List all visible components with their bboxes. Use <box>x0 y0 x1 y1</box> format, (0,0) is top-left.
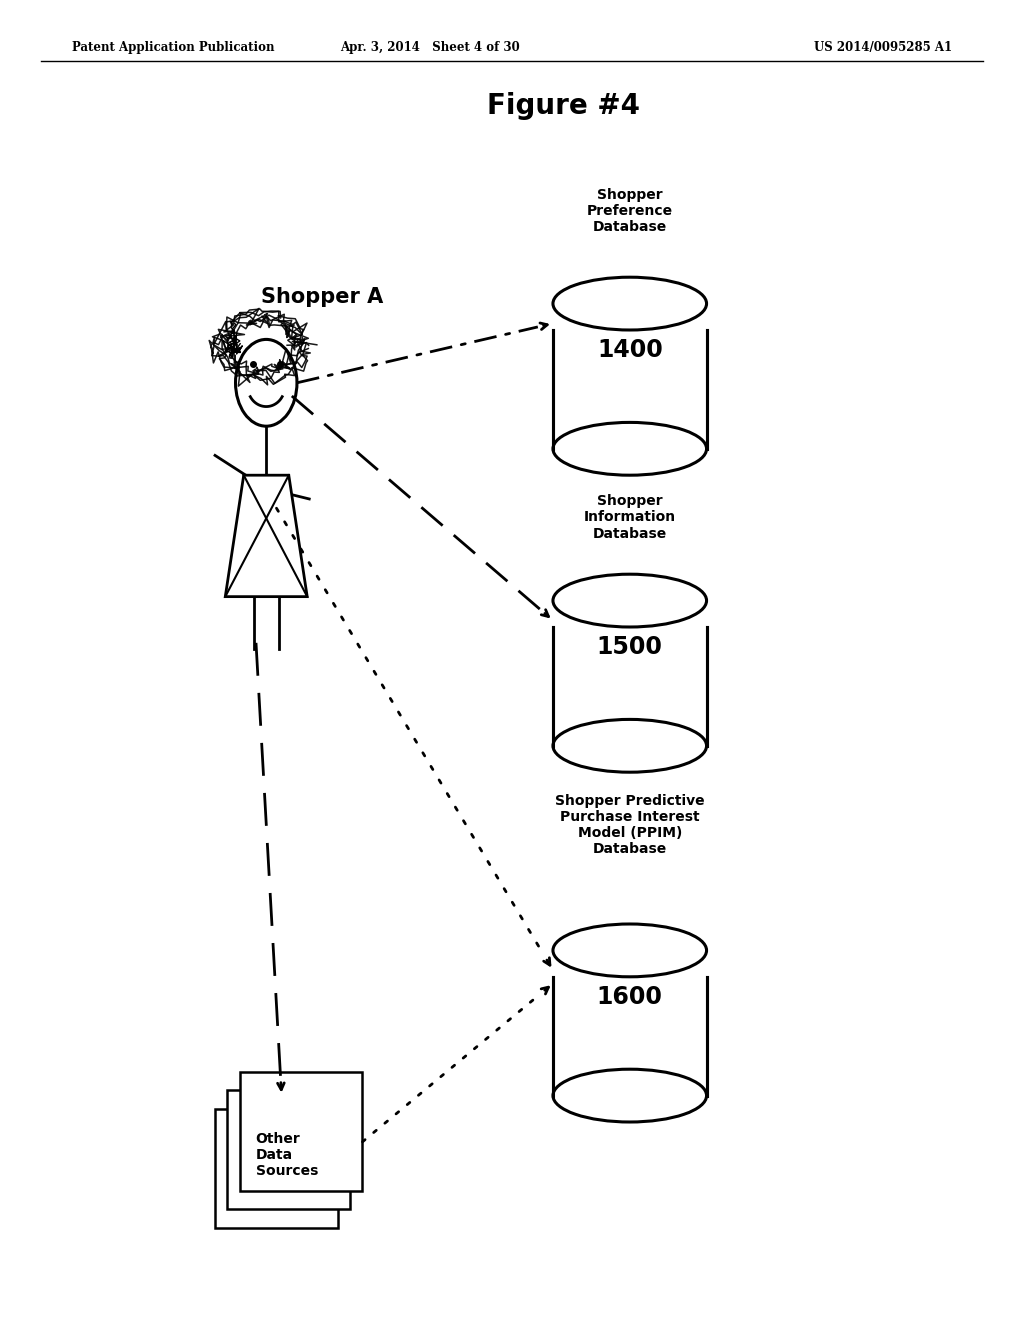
Polygon shape <box>227 1090 350 1209</box>
Text: 1600: 1600 <box>597 985 663 1008</box>
Polygon shape <box>553 977 707 1096</box>
Polygon shape <box>553 627 707 746</box>
Text: Figure #4: Figure #4 <box>486 91 640 120</box>
Polygon shape <box>240 1072 362 1191</box>
Text: Apr. 3, 2014   Sheet 4 of 30: Apr. 3, 2014 Sheet 4 of 30 <box>340 41 520 54</box>
Ellipse shape <box>553 574 707 627</box>
Polygon shape <box>553 330 707 449</box>
Text: 1500: 1500 <box>597 635 663 659</box>
Text: US 2014/0095285 A1: US 2014/0095285 A1 <box>814 41 952 54</box>
Ellipse shape <box>553 422 707 475</box>
Text: Shopper Predictive
Purchase Interest
Model (PPIM)
Database: Shopper Predictive Purchase Interest Mod… <box>555 793 705 857</box>
Text: Patent Application Publication: Patent Application Publication <box>72 41 274 54</box>
Ellipse shape <box>553 1069 707 1122</box>
Ellipse shape <box>236 339 297 426</box>
Text: Shopper A: Shopper A <box>261 286 384 308</box>
Ellipse shape <box>553 277 707 330</box>
Ellipse shape <box>553 924 707 977</box>
Text: Other
Data
Sources: Other Data Sources <box>256 1131 317 1179</box>
Text: 1400: 1400 <box>597 338 663 362</box>
Polygon shape <box>225 475 307 597</box>
Text: Shopper
Preference
Database: Shopper Preference Database <box>587 187 673 235</box>
Text: Shopper
Information
Database: Shopper Information Database <box>584 494 676 541</box>
Polygon shape <box>215 1109 338 1228</box>
Ellipse shape <box>553 719 707 772</box>
